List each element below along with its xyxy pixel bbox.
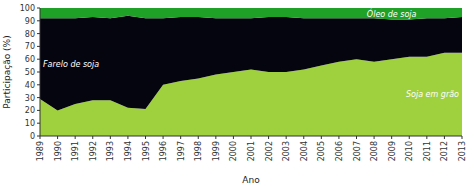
x-tick bbox=[163, 136, 164, 139]
y-tick-label: 40 bbox=[25, 81, 35, 90]
axes: 0 10 20 30 40 50 60 70 80 90 100 1989 1990 1991 1992 19… bbox=[20, 4, 467, 161]
x-tick bbox=[233, 136, 234, 139]
x-tick-label: 1994 bbox=[124, 141, 133, 161]
y-tick-label: 80 bbox=[25, 30, 35, 39]
x-tick bbox=[180, 136, 181, 139]
x-tick-label: 2010 bbox=[405, 141, 414, 161]
area-label: Soja em grão bbox=[406, 90, 459, 99]
x-tick bbox=[198, 136, 199, 139]
x-tick-label: 2002 bbox=[265, 141, 274, 161]
x-tick bbox=[409, 136, 410, 139]
x-tick bbox=[75, 136, 76, 139]
x-tick bbox=[92, 136, 93, 139]
x-tick bbox=[391, 136, 392, 139]
y-tick bbox=[37, 20, 40, 21]
x-tick-label: 1989 bbox=[36, 141, 45, 161]
chart: 0 10 20 30 40 50 60 70 80 90 100 1989 1990 1991 1992 19… bbox=[0, 0, 474, 186]
x-tick-label: 2008 bbox=[370, 141, 379, 161]
x-tick-label: 1999 bbox=[212, 141, 221, 161]
x-tick-label: 1997 bbox=[177, 141, 186, 161]
y-tick-label: 20 bbox=[25, 106, 35, 115]
area-label: Farelo de soja bbox=[43, 60, 99, 69]
y-tick-label: 70 bbox=[25, 42, 35, 51]
x-tick-label: 2005 bbox=[317, 141, 326, 161]
x-tick-label: 2007 bbox=[353, 141, 362, 161]
x-tick bbox=[444, 136, 445, 139]
x-tick-label: 2011 bbox=[423, 141, 432, 161]
y-tick bbox=[37, 46, 40, 47]
y-tick bbox=[37, 110, 40, 111]
area bbox=[40, 8, 462, 20]
x-tick bbox=[374, 136, 375, 139]
y-tick bbox=[37, 84, 40, 85]
x-tick-label: 1996 bbox=[159, 141, 168, 161]
x-tick bbox=[321, 136, 322, 139]
x-tick-label: 1998 bbox=[194, 141, 203, 161]
x-tick-label: 2004 bbox=[300, 141, 309, 161]
x-tick bbox=[426, 136, 427, 139]
x-tick-label: 2000 bbox=[229, 141, 238, 161]
x-tick-label: 1991 bbox=[71, 141, 80, 161]
y-tick bbox=[37, 33, 40, 34]
x-tick-label: 2012 bbox=[440, 141, 449, 161]
y-tick-label: 30 bbox=[25, 94, 35, 103]
y-tick bbox=[37, 72, 40, 73]
x-tick-label: 2013 bbox=[458, 141, 467, 161]
y-tick-label: 50 bbox=[25, 68, 35, 77]
x-tick bbox=[57, 136, 58, 139]
area-labels: Soja em grão Farelo de soja Óleo de soja bbox=[43, 8, 459, 100]
y-axis-label: Participação (%) bbox=[2, 35, 12, 108]
x-tick bbox=[303, 136, 304, 139]
x-tick-label: 1995 bbox=[142, 141, 151, 161]
y-tick-label: 10 bbox=[25, 119, 35, 128]
x-tick-label: 1992 bbox=[89, 141, 98, 161]
x-tick-label: 2001 bbox=[247, 141, 256, 161]
x-tick bbox=[268, 136, 269, 139]
y-tick-label: 0 bbox=[30, 132, 35, 141]
x-tick-label: 2009 bbox=[388, 141, 397, 161]
x-tick-label: 1993 bbox=[106, 141, 115, 161]
x-tick bbox=[40, 136, 41, 139]
x-tick bbox=[462, 136, 463, 139]
x-tick-label: 2003 bbox=[282, 141, 291, 161]
x-axis-label: Ano bbox=[242, 175, 260, 185]
y-tick-label: 100 bbox=[20, 4, 35, 13]
x-tick-label: 1990 bbox=[54, 141, 63, 161]
x-tick bbox=[127, 136, 128, 139]
x-tick bbox=[215, 136, 216, 139]
area bbox=[40, 16, 462, 111]
x-tick bbox=[251, 136, 252, 139]
y-tick bbox=[37, 59, 40, 60]
y-tick bbox=[37, 123, 40, 124]
x-tick bbox=[286, 136, 287, 139]
y-tick bbox=[37, 8, 40, 9]
y-tick bbox=[37, 97, 40, 98]
x-tick bbox=[145, 136, 146, 139]
x-tick bbox=[110, 136, 111, 139]
y-tick-label: 60 bbox=[25, 55, 35, 64]
areas bbox=[40, 8, 462, 136]
y-tick-label: 90 bbox=[25, 17, 35, 26]
x-tick bbox=[338, 136, 339, 139]
x-tick-label: 2006 bbox=[335, 141, 344, 161]
x-tick bbox=[356, 136, 357, 139]
area-label: Óleo de soja bbox=[367, 8, 417, 19]
